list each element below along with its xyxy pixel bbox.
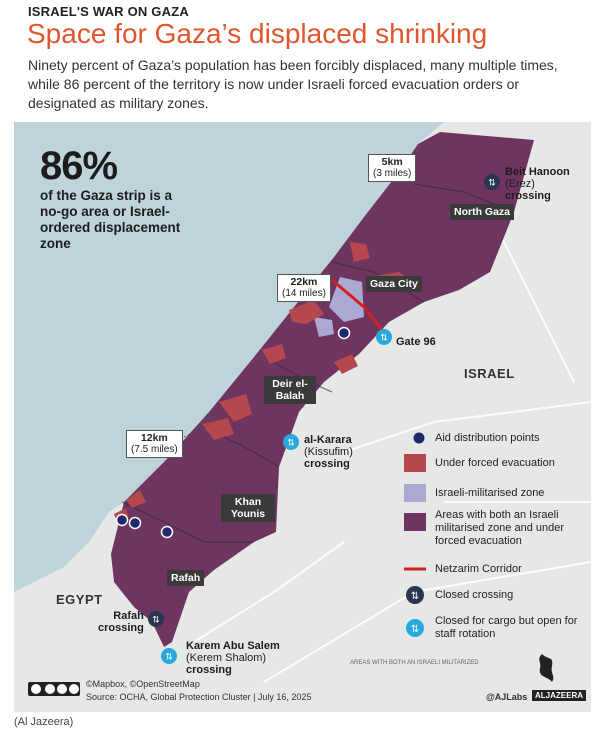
svg-text:⇅: ⇅ [488, 179, 496, 189]
legend-military-swatch [404, 484, 426, 502]
aid-point [115, 513, 129, 527]
cc-license-icon [28, 682, 80, 696]
country-egypt: EGYPT [56, 592, 103, 607]
legend-staff: Closed for cargo but open for staff rota… [435, 615, 585, 641]
legend-corridor: Netzarim Corridor [435, 563, 585, 576]
evacuation-zone [126, 490, 146, 508]
military-zone [314, 317, 334, 337]
description: Ninety percent of Gaza’s population has … [28, 57, 558, 111]
crossing-beit-hanoon: Beit Hanoon (Erez) crossing [505, 166, 570, 202]
region-gaza-city: Gaza City [366, 276, 422, 292]
map: ⇅ ⇅ ⇅ ⇅ ⇅ ⇅ ⇅ [14, 122, 591, 712]
region-deir-el-balah: Deir el-Balah [264, 376, 316, 404]
legend-both: Areas with both an Israeli militarised z… [435, 509, 585, 548]
crossing-gate-96-name: Gate 96 [396, 336, 436, 348]
distance-mid-miles: (14 miles) [282, 288, 326, 299]
legend-closed-swatch [406, 586, 424, 604]
region-rafah: Rafah [167, 570, 205, 586]
evacuation-zone [219, 394, 252, 422]
legend-staff-swatch [406, 619, 424, 637]
legend-closed-label: Closed crossing [435, 589, 514, 601]
region-north-gaza: North Gaza [450, 204, 515, 220]
evacuation-zone [350, 242, 370, 262]
legend-aid-label: Aid distribution points [435, 432, 540, 444]
crossing-beit-hanoon-name: Beit Hanoon [505, 166, 570, 178]
svg-text:⇅: ⇅ [152, 616, 160, 626]
stat-value: 86% [40, 144, 118, 188]
crossing-gate-96: Gate 96 [396, 336, 436, 348]
staff-crossing-icon [376, 329, 392, 345]
distance-low-miles: (7.5 miles) [131, 444, 178, 455]
distance-top: 5km (3 miles) [368, 154, 417, 182]
closed-crossing-icon [484, 174, 500, 190]
legend-evac: Under forced evacuation [435, 457, 585, 470]
distance-mid: 22km (14 miles) [277, 274, 331, 302]
crossing-beit-hanoon-word: crossing [505, 190, 551, 202]
source: Source: OCHA, Global Protection Cluster … [86, 692, 312, 702]
crossing-al-karara-word: crossing [304, 458, 350, 470]
evacuation-zone [202, 418, 234, 440]
crossing-karem-abu-salem: Karem Abu Salem (Kerem Shalom) crossing [186, 640, 280, 676]
handle: @AJLabs [486, 692, 528, 702]
region-deir-el-balah-label: Deir el-Balah [272, 378, 308, 402]
closed-crossing-icon [148, 611, 164, 627]
fine-print: AREAS WITH BOTH AN ISRAELI MILITARIZED [350, 660, 479, 666]
legend-evac-label: Under forced evacuation [435, 457, 555, 469]
distance-low: 12km (7.5 miles) [126, 430, 183, 458]
country-israel: ISRAEL [464, 366, 515, 381]
legend-corridor-label: Netzarim Corridor [435, 563, 522, 575]
distance-top-miles: (3 miles) [373, 168, 412, 179]
staff-crossing-icon [283, 434, 299, 450]
legend-military-label: Israeli-militarised zone [435, 487, 545, 499]
aljazeera-logo-icon [539, 654, 554, 682]
evacuation-zone [334, 354, 358, 374]
crossing-karem-abu-salem-name: Karem Abu Salem [186, 640, 280, 652]
crossing-karem-abu-salem-alt: (Kerem Shalom) [186, 652, 267, 664]
legend-military: Israeli-militarised zone [435, 487, 585, 500]
crossing-al-karara: al-Karara (Kissufim) crossing [304, 434, 353, 470]
aid-point [128, 516, 142, 530]
gaza-strip-both-zone [111, 132, 534, 647]
military-zone [329, 277, 364, 322]
netzarim-corridor-line [331, 278, 386, 333]
stat-text: of the Gaza strip is a no-go area or Isr… [40, 188, 181, 251]
crossing-rafah-name: Rafah [113, 610, 144, 622]
legend-aid-swatch [413, 432, 425, 444]
region-khan-younis: Khan Younis [221, 494, 275, 522]
svg-text:⇅: ⇅ [287, 439, 295, 449]
kicker: ISRAEL'S WAR ON GAZA [28, 4, 189, 19]
evacuation-zone [289, 300, 324, 324]
crossing-beit-hanoon-alt: (Erez) [505, 178, 535, 190]
page-title: Space for Gaza’s displaced shrinking [27, 18, 488, 49]
map-credit: ©Mapbox, ©OpenStreetMap [86, 679, 200, 689]
svg-text:⇅: ⇅ [411, 591, 419, 602]
legend-both-label: Areas with both an Israeli militarised z… [435, 509, 565, 547]
distance-mid-km: 22km [290, 276, 318, 288]
crossing-karem-abu-salem-word: crossing [186, 664, 232, 676]
map-graphic: ⇅ ⇅ ⇅ ⇅ ⇅ ⇅ ⇅ [14, 122, 591, 696]
aid-point [337, 326, 351, 340]
crossing-rafah-word: crossing [98, 622, 144, 634]
svg-text:⇅: ⇅ [380, 334, 388, 344]
legend-closed: Closed crossing [435, 589, 585, 602]
sea [14, 122, 444, 592]
legend-aid: Aid distribution points [435, 432, 585, 445]
svg-text:⇅: ⇅ [165, 653, 173, 663]
staff-crossing-icon [161, 648, 177, 664]
distance-top-km: 5km [381, 156, 403, 168]
crossing-al-karara-alt: (Kissufim) [304, 446, 353, 458]
aid-point [160, 525, 174, 539]
evacuation-zone [262, 344, 286, 364]
legend-staff-label: Closed for cargo but open for staff rota… [435, 615, 578, 640]
svg-text:⇅: ⇅ [411, 624, 419, 635]
legend-both-swatch [404, 513, 426, 531]
image-credit: (Al Jazeera) [14, 716, 74, 728]
distance-low-km: 12km [140, 432, 168, 444]
legend-evac-swatch [404, 454, 426, 472]
crossing-rafah: Rafah crossing [98, 610, 144, 634]
brand: ALJAZEERA [532, 690, 587, 701]
crossing-al-karara-name: al-Karara [304, 434, 352, 446]
region-khan-younis-label: Khan Younis [230, 496, 266, 520]
